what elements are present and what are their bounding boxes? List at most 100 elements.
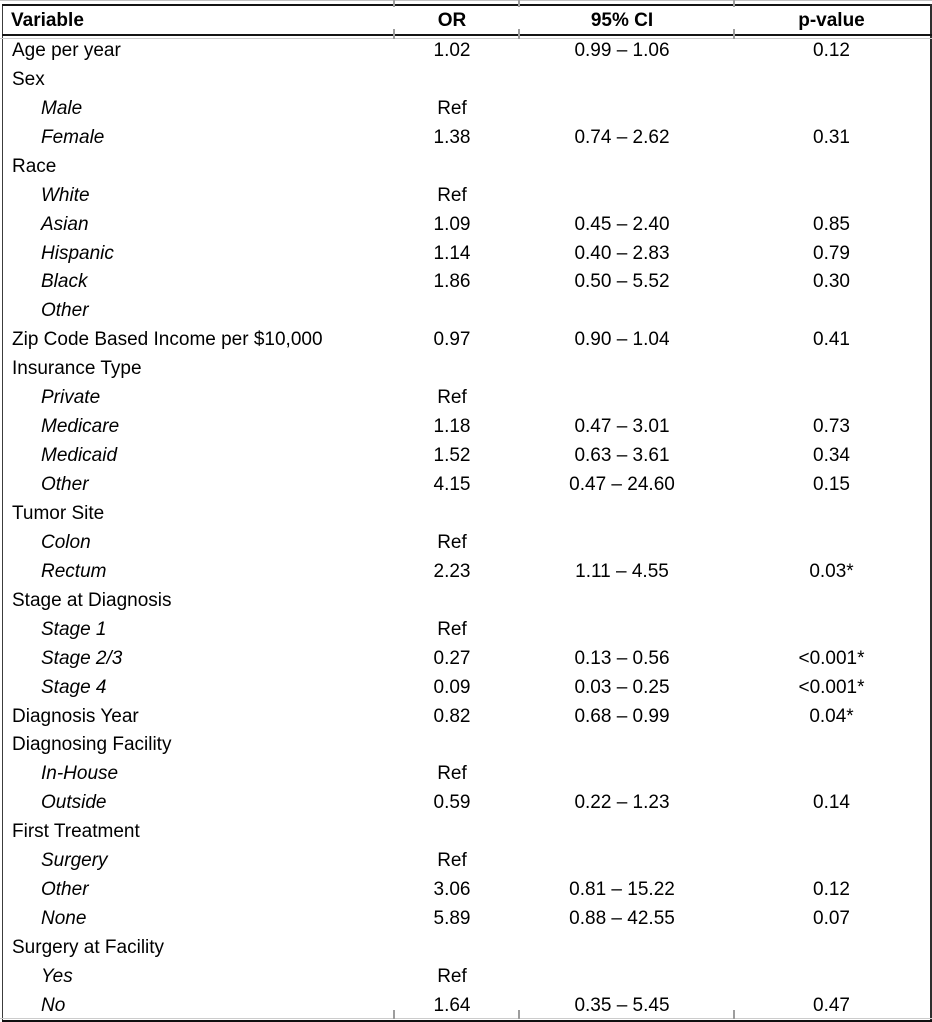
cell-95ci: 0.99 – 1.06 — [574, 39, 670, 61]
cell-or: Ref — [437, 531, 467, 553]
column-header-variable: Variable — [2, 5, 394, 36]
table-row: Colon Ref — [3, 528, 931, 557]
table-header-row: Variable OR 95% CI p-value — [2, 5, 931, 36]
cell-pvalue: 0.14 — [813, 792, 850, 814]
cell-pvalue — [734, 731, 931, 760]
cell-pvalue — [734, 354, 931, 383]
cell-or — [394, 731, 511, 760]
table-row: Zip Code Based Income per $10,000 0.97 0… — [3, 325, 931, 354]
column-divider-tick — [733, 1010, 735, 1019]
cell-95ci — [511, 615, 734, 644]
cell-variable: Stage 4 — [41, 676, 107, 698]
cell-95ci — [511, 586, 734, 615]
cell-pvalue — [734, 152, 931, 181]
table-row: Surgery Ref — [3, 846, 931, 875]
cell-or: 1.52 — [433, 445, 471, 467]
cell-95ci — [511, 962, 734, 991]
table-row: Other 4.15 0.47 – 24.60 0.15 — [3, 470, 931, 499]
cell-variable: Asian — [41, 213, 89, 235]
cell-variable: Private — [41, 387, 101, 409]
cell-or: Ref — [437, 387, 467, 409]
cell-or: 5.89 — [433, 908, 471, 930]
cell-variable: Stage at Diagnosis — [12, 589, 172, 611]
cell-or: Ref — [437, 618, 467, 640]
cell-or — [394, 499, 511, 528]
cell-variable: Rectum — [41, 560, 107, 582]
cell-variable: Surgery at Facility — [12, 937, 165, 959]
table-row: First Treatment — [3, 817, 931, 846]
column-divider-tick — [393, 1010, 395, 1019]
cell-pvalue: 0.73 — [813, 416, 850, 438]
table-row: Other 3.06 0.81 – 15.22 0.12 — [3, 875, 931, 904]
gridline-below-bottom-border — [0, 1018, 932, 1019]
cell-variable: Sex — [12, 68, 45, 90]
cell-95ci — [511, 181, 734, 210]
cell-95ci: 0.47 – 3.01 — [574, 416, 670, 438]
gridline-top — [0, 0, 932, 1]
cell-95ci: 0.13 – 0.56 — [574, 647, 670, 669]
column-divider-tick — [518, 29, 520, 39]
cell-95ci: 1.11 – 4.55 — [575, 560, 669, 582]
cell-pvalue: 0.31 — [813, 126, 850, 148]
table-row: Sex — [3, 65, 931, 94]
cell-or: Ref — [437, 184, 467, 206]
cell-variable: Diagnosing Facility — [12, 734, 172, 756]
cell-pvalue — [734, 181, 931, 210]
cell-variable: First Treatment — [12, 821, 140, 843]
cell-or: 0.09 — [433, 676, 471, 698]
cell-95ci: 0.03 – 0.25 — [574, 676, 670, 698]
table-row: Surgery at Facility — [3, 933, 931, 962]
table-row: Stage 1 Ref — [3, 615, 931, 644]
cell-95ci — [511, 94, 734, 123]
table-row: Hispanic 1.14 0.40 – 2.83 0.79 — [3, 239, 931, 268]
table-row: Insurance Type — [3, 354, 931, 383]
table-row: Stage at Diagnosis — [3, 586, 931, 615]
cell-95ci: 0.90 – 1.04 — [574, 329, 670, 351]
cell-95ci: 0.63 – 3.61 — [574, 445, 670, 467]
table-row: Male Ref — [3, 94, 931, 123]
cell-variable: Black — [41, 271, 88, 293]
table-row: Outside 0.59 0.22 – 1.23 0.14 — [3, 788, 931, 817]
cell-variable: Hispanic — [41, 242, 114, 264]
cell-95ci — [511, 817, 734, 846]
cell-pvalue: 0.03* — [809, 560, 854, 582]
cell-variable: Yes — [41, 965, 73, 987]
table-row: Age per year 1.02 0.99 – 1.06 0.12 — [3, 35, 931, 65]
cell-variable: Tumor Site — [12, 502, 105, 524]
table-row: Yes Ref — [3, 962, 931, 991]
cell-variable: Other — [41, 300, 89, 322]
cell-95ci: 0.88 – 42.55 — [569, 908, 675, 930]
cell-or: 1.14 — [433, 242, 471, 264]
cell-or — [394, 65, 511, 94]
cell-95ci — [511, 296, 734, 325]
cell-or: 0.97 — [433, 329, 471, 351]
cell-pvalue — [734, 528, 931, 557]
cell-or — [394, 586, 511, 615]
cell-95ci: 0.74 – 2.62 — [574, 126, 670, 148]
cell-95ci: 0.68 – 0.99 — [574, 705, 670, 727]
cell-pvalue: 0.85 — [813, 213, 850, 235]
table-row: Race — [3, 152, 931, 181]
cell-95ci — [511, 65, 734, 94]
cell-or: 0.59 — [433, 792, 471, 814]
cell-pvalue — [734, 615, 931, 644]
cell-variable: Diagnosis Year — [12, 705, 139, 727]
cell-or: 0.82 — [433, 705, 471, 727]
cell-pvalue — [734, 962, 931, 991]
table-row: Tumor Site — [3, 499, 931, 528]
cell-95ci: 0.40 – 2.83 — [574, 242, 670, 264]
cell-pvalue: 0.07 — [813, 908, 850, 930]
cell-pvalue — [734, 65, 931, 94]
cell-pvalue — [734, 383, 931, 412]
cell-pvalue: 0.30 — [813, 271, 850, 293]
cell-95ci: 0.22 – 1.23 — [574, 792, 670, 814]
cell-variable: Colon — [41, 531, 91, 553]
table-row: Stage 2/3 0.27 0.13 – 0.56 <0.001* — [3, 644, 931, 673]
cell-pvalue: <0.001* — [798, 676, 865, 698]
column-divider-tick — [393, 29, 395, 39]
column-divider-tick — [733, 0, 735, 7]
cell-pvalue — [734, 94, 931, 123]
cell-95ci — [511, 499, 734, 528]
cell-pvalue: 0.15 — [813, 474, 850, 496]
